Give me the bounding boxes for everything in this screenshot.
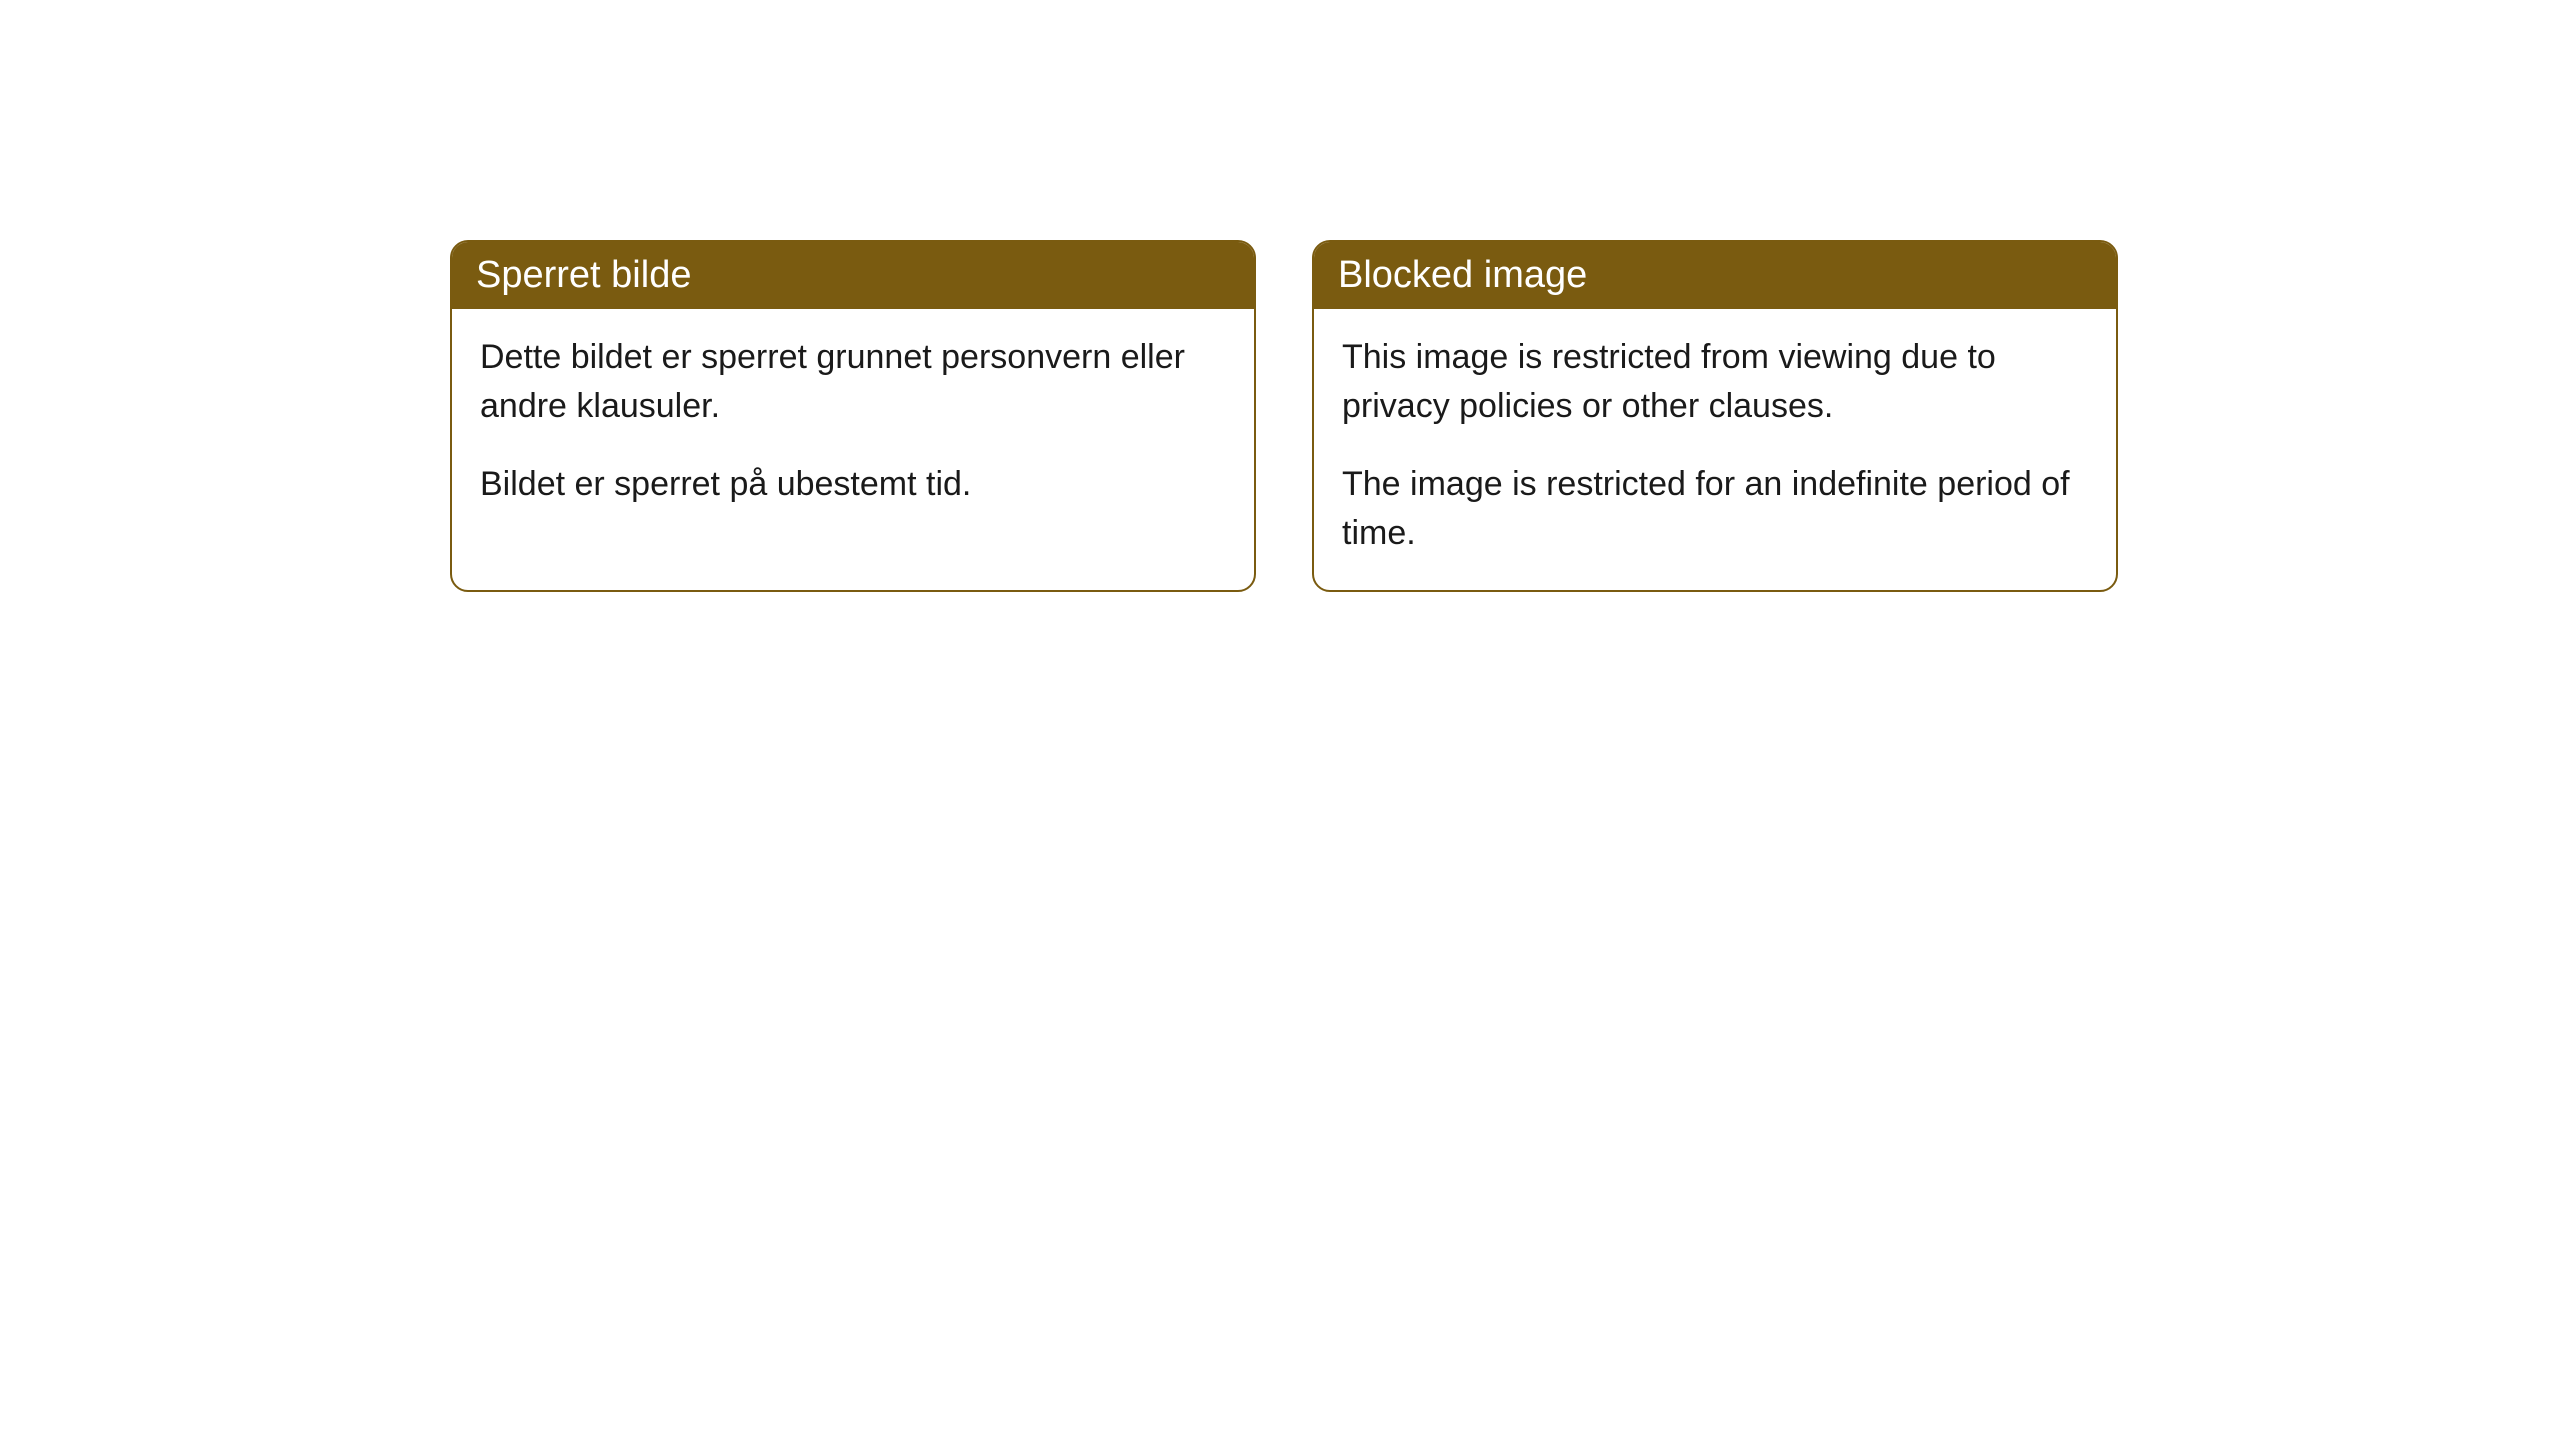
card-title: Sperret bilde	[476, 254, 691, 296]
card-body-norwegian: Dette bildet er sperret grunnet personve…	[452, 309, 1254, 541]
card-paragraph: The image is restricted for an indefinit…	[1342, 460, 2088, 559]
card-paragraph: This image is restricted from viewing du…	[1342, 333, 2088, 432]
card-paragraph: Bildet er sperret på ubestemt tid.	[480, 460, 1226, 509]
card-english: Blocked image This image is restricted f…	[1312, 240, 2118, 592]
card-body-english: This image is restricted from viewing du…	[1314, 309, 2116, 590]
card-paragraph: Dette bildet er sperret grunnet personve…	[480, 333, 1226, 432]
cards-container: Sperret bilde Dette bildet er sperret gr…	[450, 240, 2118, 592]
card-title: Blocked image	[1338, 254, 1587, 296]
card-header-english: Blocked image	[1314, 242, 2116, 309]
card-header-norwegian: Sperret bilde	[452, 242, 1254, 309]
card-norwegian: Sperret bilde Dette bildet er sperret gr…	[450, 240, 1256, 592]
